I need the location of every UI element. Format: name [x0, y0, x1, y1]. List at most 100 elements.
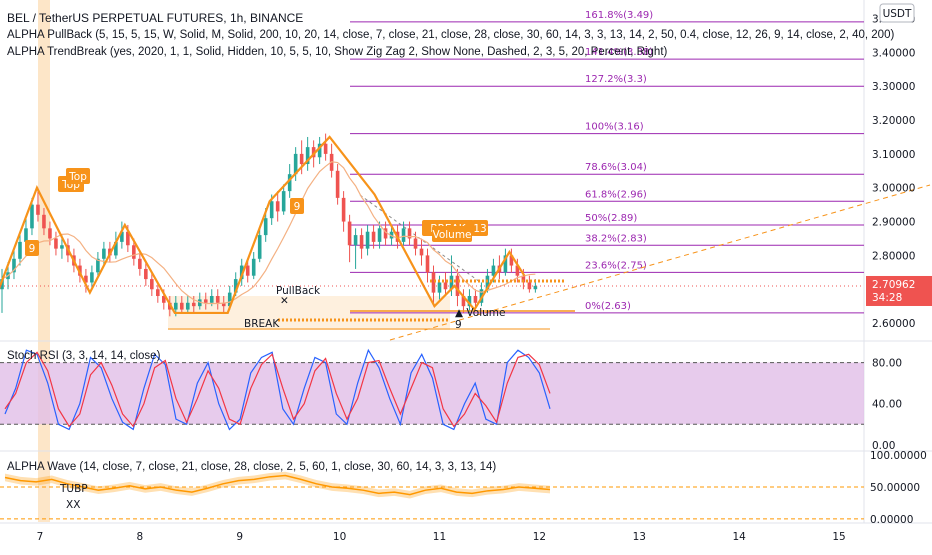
time-axis-tick: 15 — [832, 531, 845, 543]
time-axis-tick: 14 — [732, 531, 746, 543]
wave-axis-tick: 0.00000 — [870, 514, 913, 526]
candle-body — [156, 289, 160, 297]
zigzag-line — [0, 135, 526, 315]
fib-level-label: 50%(2.89) — [585, 213, 637, 224]
candle-body — [150, 279, 154, 290]
time-axis-tick: 13 — [633, 531, 646, 543]
candle-body — [269, 201, 274, 219]
candle-body — [401, 228, 406, 242]
wave-axis-tick: 100.00000 — [870, 450, 927, 462]
wave-cross-icon: XX — [66, 499, 80, 511]
time-axis-tick: 10 — [333, 531, 346, 543]
fib-level-label: 61.8%(2.96) — [585, 189, 647, 200]
candle-body — [42, 214, 46, 229]
projection-line — [389, 184, 931, 341]
moving-average-line — [1, 161, 536, 305]
stoch-band — [0, 362, 864, 425]
candle-body — [96, 258, 100, 273]
candle-body — [191, 302, 196, 307]
fib-level-label: 23.6%(2.75) — [585, 260, 647, 271]
candle-body — [132, 245, 136, 259]
stoch-series-K — [4, 348, 551, 431]
candle-body — [114, 241, 118, 256]
candle-body — [533, 285, 538, 290]
currency-badge — [879, 3, 915, 23]
candle-body — [515, 265, 520, 276]
fib-level-label: 141.4%(3.38) — [585, 47, 653, 58]
wave-tubp-label: TUBP — [59, 483, 88, 495]
stoch-rsi-legend[interactable]: Stoch RSI (3, 3, 14, 14, close) — [7, 350, 161, 362]
volume-badge-bg — [432, 226, 472, 242]
candle-body — [503, 255, 508, 273]
candle-body — [443, 282, 448, 290]
time-axis-tick: 8 — [136, 531, 143, 543]
candle-body — [371, 231, 376, 242]
candle-body — [263, 218, 268, 236]
candle-body — [467, 296, 472, 307]
top-marker-label: Top — [68, 171, 87, 183]
fib-level-label: 0%(2.63) — [585, 301, 631, 312]
stoch-series-D — [4, 351, 551, 428]
top-marker-label-bg — [66, 168, 90, 184]
candle-body — [12, 258, 16, 273]
candle-body — [431, 272, 436, 293]
candle-body — [383, 228, 388, 239]
candle-body — [48, 228, 52, 239]
wave-area — [5, 471, 550, 499]
candle-countdown: 34:28 — [872, 292, 902, 304]
candle-body — [215, 296, 220, 303]
candle-body — [60, 245, 64, 249]
fib-level-label: 38.2%(2.83) — [585, 233, 647, 244]
fib-level-label: 78.6%(3.04) — [585, 162, 647, 173]
symbol-title: BEL / TetherUS PERPETUAL FUTURES, 1h, BI… — [7, 11, 304, 25]
time-axis-tick: 12 — [533, 531, 546, 543]
candle-body — [138, 258, 142, 269]
indicator-trendbreak-legend[interactable]: ALPHA TrendBreak (yes, 2020, 1, 1, Solid… — [7, 46, 668, 58]
candle-body — [335, 170, 340, 198]
candle-body — [257, 235, 262, 259]
stoch-axis-tick: 80.00 — [872, 358, 902, 370]
price-axis-tick: 2.60000 — [872, 318, 915, 330]
volume-label: ▲ Volume — [455, 307, 505, 319]
candle-body — [203, 299, 208, 303]
pullback-x-icon: ✕ — [280, 295, 289, 307]
candle-body — [353, 235, 358, 246]
count-marker-label-bg — [25, 240, 39, 256]
candle-body — [233, 279, 238, 293]
candle-body — [287, 174, 292, 192]
candle-body — [185, 302, 190, 310]
candle-body — [24, 228, 28, 242]
candle-body — [126, 231, 130, 246]
last-price-value: 2.70962 — [872, 279, 915, 291]
candle-body — [90, 272, 94, 283]
count-marker-label: 13 — [473, 223, 486, 235]
candle-body — [245, 265, 250, 276]
indicator-pullback-legend[interactable]: ALPHA PullBack (5, 15, 5, 15, W, Solid, … — [7, 29, 895, 41]
candle-body — [317, 143, 322, 158]
candle-body — [491, 265, 496, 276]
candle-body — [0, 279, 4, 290]
last-price-badge — [866, 275, 932, 306]
candle-body — [299, 153, 304, 165]
price-axis-tick: 3.20000 — [872, 115, 915, 127]
time-axis-tick: 11 — [433, 531, 446, 543]
highlight-band — [38, 0, 50, 522]
candle-body — [239, 265, 244, 280]
alpha-wave-legend[interactable]: ALPHA Wave (14, close, 7, close, 21, clo… — [7, 461, 497, 473]
candle-body — [293, 153, 298, 175]
stoch-axis-tick: 40.00 — [872, 399, 902, 411]
wave-axis-tick: 50.00000 — [870, 482, 920, 494]
candle-body — [275, 201, 280, 212]
candle-body — [365, 231, 370, 249]
candle-body — [281, 191, 286, 212]
candle-body — [413, 238, 418, 249]
count-marker-label: 9 — [29, 243, 36, 255]
candle-body — [347, 221, 352, 246]
fib-level-label: 100%(3.16) — [585, 122, 644, 133]
volume-badge: Volume — [432, 229, 471, 241]
candle-body — [389, 231, 394, 239]
candle-body — [461, 296, 466, 307]
time-axis-tick: 9 — [236, 531, 243, 543]
